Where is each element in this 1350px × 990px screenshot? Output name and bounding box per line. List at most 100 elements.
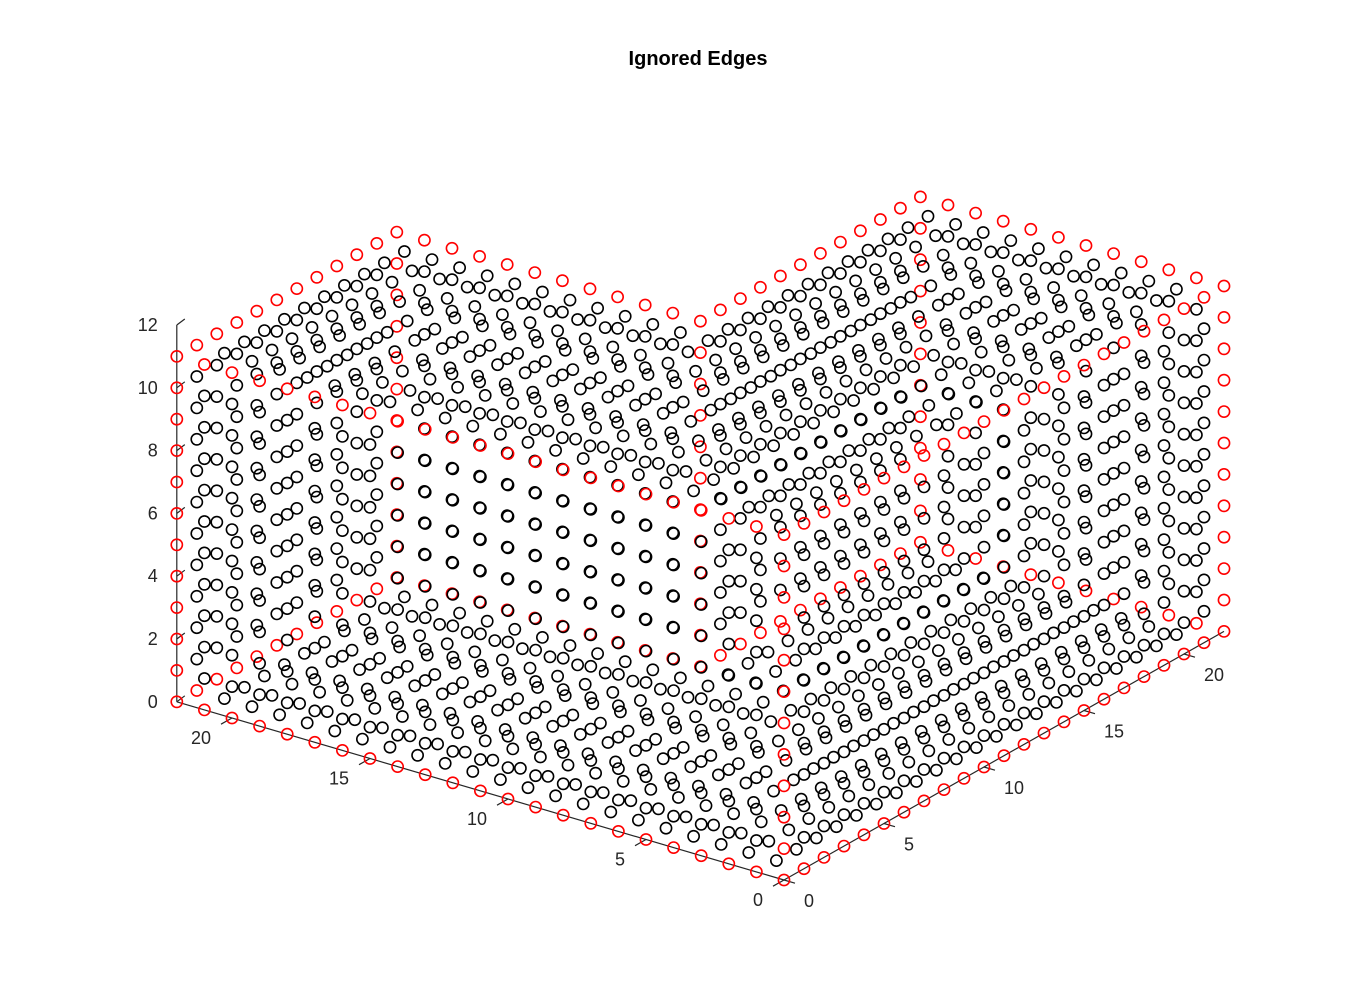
surface-point (944, 268, 958, 281)
surface-point (659, 821, 673, 835)
surface-point (1034, 311, 1048, 325)
surface-point (641, 368, 655, 381)
surface-point (957, 677, 971, 691)
surface-point (370, 456, 384, 470)
surface-point (694, 755, 708, 768)
edge-point (814, 246, 827, 260)
surface-point (1079, 490, 1093, 504)
surface-point (293, 351, 306, 365)
surface-point (797, 799, 811, 813)
edge-point (1217, 279, 1231, 293)
surface-point (411, 403, 424, 417)
surface-point (937, 469, 951, 482)
surface-point (774, 552, 787, 565)
surface-point (556, 337, 569, 350)
edge-point (937, 437, 951, 451)
surface-point (716, 372, 730, 386)
edge-point (390, 225, 404, 239)
surface-point (500, 320, 514, 334)
surface-point (997, 592, 1011, 606)
surface-point (1057, 558, 1071, 572)
surface-point (834, 486, 847, 500)
surface-point (950, 407, 963, 420)
surface-point (503, 327, 517, 341)
edge-point (473, 439, 487, 452)
surface-point (483, 684, 497, 698)
surface-point (957, 552, 971, 565)
surface-point (1137, 418, 1151, 432)
surface-point (812, 366, 825, 380)
surface-point (453, 606, 466, 620)
surface-point (1162, 420, 1176, 434)
surface-point (1052, 387, 1065, 401)
surface-point (330, 385, 344, 398)
surface-point (1079, 521, 1093, 535)
surface-point (750, 708, 763, 722)
edge-point (977, 415, 991, 428)
surface-point (612, 542, 625, 556)
surface-point (870, 452, 883, 466)
surface-point (882, 767, 896, 780)
edge-point (917, 794, 931, 808)
surface-point (280, 633, 294, 647)
surface-point (1017, 455, 1031, 469)
surface-point (1047, 626, 1060, 640)
surface-point (1082, 308, 1096, 322)
surface-point (546, 374, 560, 388)
surface-point (1057, 495, 1071, 509)
surface-point (842, 444, 856, 457)
surface-point (1017, 518, 1031, 531)
surface-point (1134, 475, 1148, 488)
surface-point (370, 519, 384, 533)
surface-point (305, 666, 319, 680)
surface-point (970, 741, 983, 754)
surface-point (280, 476, 294, 490)
edge-point (230, 316, 244, 329)
surface-point (910, 775, 923, 788)
surface-point (772, 389, 785, 402)
surface-point (591, 301, 604, 315)
surface-point (355, 732, 369, 746)
surface-point (910, 429, 923, 443)
surface-point (941, 229, 955, 243)
surface-point (583, 407, 597, 421)
surface-point (972, 621, 985, 635)
surface-point (556, 526, 570, 539)
surface-point (836, 305, 850, 318)
surface-point (857, 702, 871, 716)
surface-point (916, 259, 930, 273)
surface-point (734, 449, 747, 462)
surface-point (453, 261, 466, 275)
surface-point (794, 383, 807, 397)
surface-point (1102, 642, 1116, 656)
surface-point (667, 590, 680, 603)
surface-point (861, 589, 875, 602)
edge-point (612, 825, 625, 838)
surface-point (516, 296, 529, 310)
edge-point (1217, 373, 1231, 387)
surface-point (750, 739, 763, 753)
surface-point (280, 665, 294, 678)
surface-point (754, 532, 767, 545)
surface-point (225, 428, 239, 442)
surface-point (812, 712, 825, 725)
surface-point (934, 713, 948, 727)
surface-point (1137, 356, 1151, 369)
surface-point (922, 398, 936, 412)
surface-point (969, 363, 982, 377)
surface-point (794, 415, 807, 429)
surface-point (1017, 423, 1031, 437)
surface-point (704, 403, 718, 417)
surface-point (830, 820, 843, 834)
surface-point (1079, 553, 1093, 566)
surface-point (330, 447, 344, 461)
surface-point (473, 627, 487, 641)
surface-point (363, 720, 377, 734)
surface-point (689, 364, 702, 378)
surface-point (797, 548, 811, 562)
surface-point (1117, 618, 1131, 632)
surface-point (1162, 451, 1176, 465)
surface-point (388, 690, 402, 704)
edge-point (197, 703, 211, 717)
surface-point (814, 403, 827, 417)
